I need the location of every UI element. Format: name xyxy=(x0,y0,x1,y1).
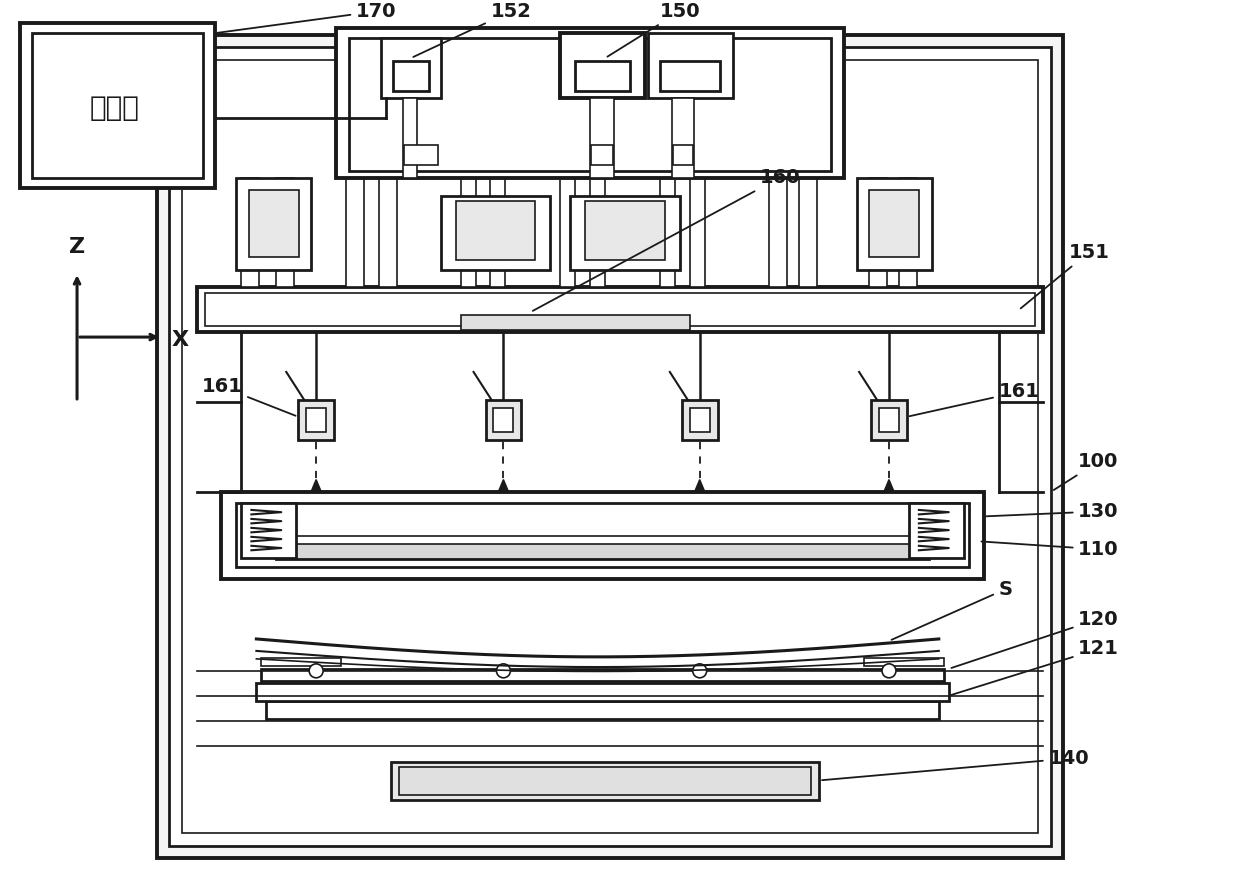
Text: X: X xyxy=(171,330,188,350)
Text: 140: 140 xyxy=(822,749,1089,781)
Bar xyxy=(870,400,906,439)
Bar xyxy=(585,200,665,260)
Bar xyxy=(393,61,429,91)
Bar xyxy=(689,177,704,287)
Bar xyxy=(404,145,438,165)
Circle shape xyxy=(882,664,897,678)
Polygon shape xyxy=(884,479,894,492)
Bar xyxy=(242,503,296,559)
Bar xyxy=(306,408,326,432)
Bar xyxy=(591,145,613,165)
Polygon shape xyxy=(694,479,704,492)
Polygon shape xyxy=(311,479,321,492)
Bar xyxy=(381,38,440,98)
Circle shape xyxy=(496,664,511,678)
Bar xyxy=(205,293,1035,326)
Text: 151: 151 xyxy=(1021,243,1110,308)
Bar xyxy=(486,400,521,439)
Circle shape xyxy=(309,664,324,678)
Polygon shape xyxy=(498,479,508,492)
Text: 121: 121 xyxy=(951,640,1120,695)
Bar xyxy=(262,669,944,681)
Bar xyxy=(869,177,887,287)
Bar xyxy=(570,196,680,270)
Text: S: S xyxy=(892,580,1013,640)
Bar xyxy=(590,98,614,177)
Text: 161: 161 xyxy=(202,378,295,416)
Bar xyxy=(455,200,536,260)
Bar xyxy=(277,542,929,560)
Bar xyxy=(181,60,1038,833)
Text: 130: 130 xyxy=(986,502,1118,521)
Text: 100: 100 xyxy=(1054,452,1118,490)
Bar xyxy=(169,47,1052,846)
Bar xyxy=(491,177,506,287)
Bar xyxy=(460,177,476,287)
Text: 160: 160 xyxy=(533,168,800,311)
Text: 161: 161 xyxy=(910,382,1039,416)
Bar xyxy=(800,177,817,287)
Bar xyxy=(899,177,916,287)
Bar xyxy=(682,400,718,439)
Bar xyxy=(590,177,605,287)
Bar xyxy=(391,763,820,800)
Bar xyxy=(156,36,1064,858)
Bar xyxy=(262,658,341,666)
Bar xyxy=(460,315,689,330)
Text: 控制部: 控制部 xyxy=(91,94,140,122)
Text: 150: 150 xyxy=(608,2,701,57)
Bar xyxy=(237,177,311,270)
Bar xyxy=(242,177,259,287)
Bar xyxy=(575,61,630,91)
Bar xyxy=(770,177,787,287)
Text: 152: 152 xyxy=(413,2,532,57)
Text: 120: 120 xyxy=(951,609,1118,668)
Text: Z: Z xyxy=(69,237,86,257)
Bar xyxy=(403,98,417,177)
Bar xyxy=(660,61,719,91)
Bar xyxy=(222,492,983,579)
Bar xyxy=(494,408,513,432)
Bar xyxy=(864,658,944,666)
Circle shape xyxy=(693,664,707,678)
Bar xyxy=(879,408,899,432)
Bar xyxy=(277,536,929,544)
Bar xyxy=(257,683,949,700)
Bar xyxy=(277,177,294,287)
Bar xyxy=(560,177,575,287)
Bar xyxy=(348,38,831,171)
Bar xyxy=(237,503,968,568)
Bar xyxy=(379,177,397,287)
Bar xyxy=(336,29,844,177)
Bar xyxy=(346,177,365,287)
Bar xyxy=(673,145,693,165)
Bar xyxy=(672,98,693,177)
Bar xyxy=(857,177,931,270)
Bar xyxy=(20,23,215,188)
Bar xyxy=(909,503,963,559)
Bar xyxy=(249,190,299,257)
Bar xyxy=(869,190,919,257)
Bar xyxy=(197,287,1043,332)
Text: 170: 170 xyxy=(217,2,397,33)
Bar xyxy=(560,33,645,98)
Bar xyxy=(440,196,551,270)
Bar xyxy=(689,408,709,432)
Bar xyxy=(647,33,733,98)
Bar xyxy=(298,400,334,439)
Bar xyxy=(399,767,811,796)
Bar xyxy=(267,700,939,719)
Text: 110: 110 xyxy=(981,540,1118,559)
Bar xyxy=(32,33,202,177)
Bar xyxy=(660,177,675,287)
